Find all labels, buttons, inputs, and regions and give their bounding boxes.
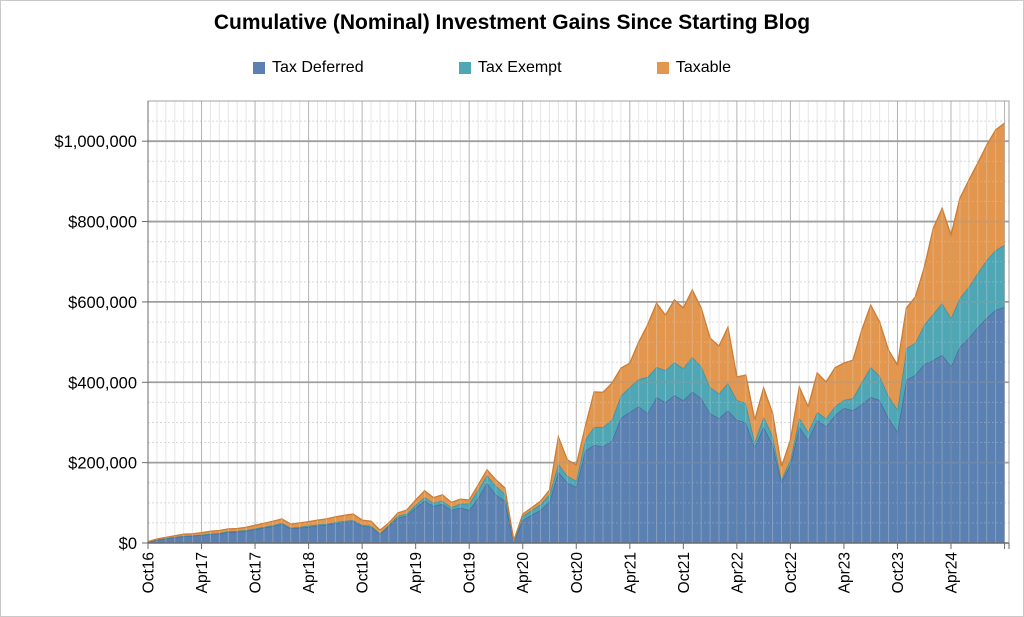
legend-label-taxable: Taxable bbox=[675, 59, 731, 76]
y-axis-tick-label: $0 bbox=[119, 535, 137, 553]
x-axis-tick-label: Apr17 bbox=[194, 552, 211, 593]
y-axis-tick-label: $400,000 bbox=[68, 374, 137, 392]
y-axis-tick-label: $200,000 bbox=[68, 455, 137, 473]
legend-item-tax-exempt: Tax Exempt bbox=[458, 59, 562, 77]
x-axis-tick-label: Oct20 bbox=[569, 552, 586, 594]
x-axis-tick-label: Apr23 bbox=[836, 552, 853, 593]
y-axis-tick-label: $800,000 bbox=[68, 214, 137, 232]
area-edge-taxable bbox=[147, 122, 1005, 543]
legend-item-taxable: Taxable bbox=[656, 59, 731, 77]
x-axis-tick-label: Apr18 bbox=[301, 552, 318, 593]
chart-title: Cumulative (Nominal) Investment Gains Si… bbox=[213, 11, 811, 34]
x-axis-tick-label: Oct19 bbox=[462, 552, 479, 593]
y-axis-tick-label: $1,000,000 bbox=[54, 133, 137, 151]
legend-swatch-taxable bbox=[656, 62, 669, 74]
legend-label-tax-exempt: Tax Exempt bbox=[477, 59, 562, 76]
x-axis-tick-label: Apr24 bbox=[944, 552, 961, 594]
x-axis-tick-label: Oct17 bbox=[248, 552, 265, 593]
x-axis-tick-label: Oct21 bbox=[676, 552, 693, 593]
x-axis-tick-label: Oct23 bbox=[890, 552, 907, 593]
legend-swatch-tax-exempt bbox=[458, 62, 471, 74]
x-axis-tick-label: Oct22 bbox=[783, 552, 800, 593]
x-axis-tick-label: Oct18 bbox=[355, 552, 372, 593]
chart-legend: Tax Deferred Tax Exempt Taxable bbox=[253, 59, 731, 77]
legend-label-tax-deferred: Tax Deferred bbox=[272, 59, 364, 76]
axis-ticks bbox=[142, 140, 1010, 549]
x-axis-tick-label: Apr21 bbox=[622, 552, 639, 593]
x-axis-tick-label: Apr19 bbox=[408, 552, 425, 593]
area-tax-exempt bbox=[148, 244, 1005, 543]
legend-item-tax-deferred: Tax Deferred bbox=[253, 59, 364, 77]
x-axis-tick-label: Apr20 bbox=[515, 552, 532, 594]
y-axis-labels: $0 $200,000 $400,000 $600,000 $800,000 $1,000… bbox=[54, 133, 137, 553]
x-axis-tick-label: Apr22 bbox=[729, 552, 746, 593]
x-axis-tick-label: Oct16 bbox=[141, 552, 158, 593]
x-axis-labels: Oct16 Apr17 Oct17 Apr18 Oct18 Apr19 Oct19 Apr20… bbox=[141, 552, 961, 594]
area-tax-deferred bbox=[148, 307, 1005, 543]
legend-swatch-tax-deferred bbox=[253, 62, 265, 74]
y-axis-tick-label: $600,000 bbox=[68, 294, 137, 312]
